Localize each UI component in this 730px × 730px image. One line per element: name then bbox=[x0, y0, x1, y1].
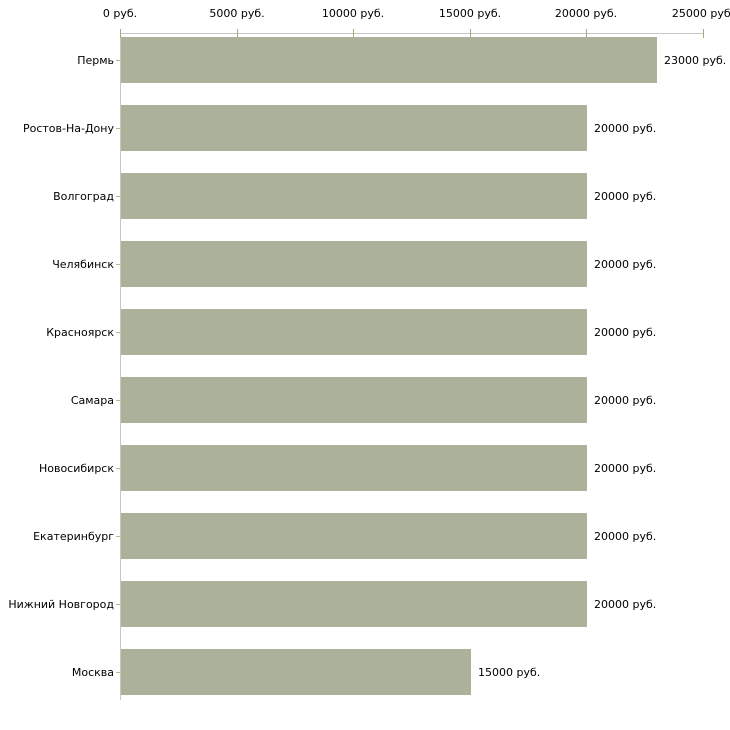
value-label: 20000 руб. bbox=[594, 597, 657, 611]
bar-row: Москва 15000 руб. bbox=[0, 649, 730, 695]
y-axis-tick-mark bbox=[116, 400, 120, 401]
value-label: 20000 руб. bbox=[594, 461, 657, 475]
bar-row: Пермь 23000 руб. bbox=[0, 37, 730, 83]
y-axis-tick-mark bbox=[116, 536, 120, 537]
category-label: Нижний Новгород bbox=[8, 597, 114, 611]
bar-row: Волгоград 20000 руб. bbox=[0, 173, 730, 219]
bar bbox=[121, 173, 587, 219]
bar-row: Нижний Новгород 20000 руб. bbox=[0, 581, 730, 627]
bar bbox=[121, 513, 587, 559]
bar bbox=[121, 581, 587, 627]
bar bbox=[121, 377, 587, 423]
category-label: Самара bbox=[70, 393, 114, 407]
bar bbox=[121, 309, 587, 355]
bar bbox=[121, 105, 587, 151]
category-label: Пермь bbox=[77, 53, 114, 67]
category-label: Волгоград bbox=[53, 189, 114, 203]
y-axis-tick-mark bbox=[116, 332, 120, 333]
y-axis-tick-mark bbox=[116, 196, 120, 197]
category-label: Новосибирск bbox=[38, 461, 114, 475]
value-label: 23000 руб. bbox=[664, 53, 727, 67]
y-axis-tick-mark bbox=[116, 468, 120, 469]
bar-row: Новосибирск 20000 руб. bbox=[0, 445, 730, 491]
value-label: 20000 руб. bbox=[594, 257, 657, 271]
value-label: 20000 руб. bbox=[594, 189, 657, 203]
bar bbox=[121, 445, 587, 491]
category-label: Екатеринбург bbox=[33, 529, 114, 543]
category-label: Челябинск bbox=[52, 257, 114, 271]
bar bbox=[121, 241, 587, 287]
x-axis-tick-mark bbox=[120, 29, 121, 38]
category-label: Красноярск bbox=[46, 325, 114, 339]
y-axis-tick-mark bbox=[116, 128, 120, 129]
bar bbox=[121, 649, 471, 695]
bar-row: Самара 20000 руб. bbox=[0, 377, 730, 423]
x-axis-tick-mark bbox=[703, 29, 704, 38]
value-label: 15000 руб. bbox=[478, 665, 541, 679]
value-label: 20000 руб. bbox=[594, 529, 657, 543]
bar bbox=[121, 37, 657, 83]
bar-row: Екатеринбург 20000 руб. bbox=[0, 513, 730, 559]
x-axis-tick-label: 20000 руб. bbox=[554, 7, 618, 20]
x-axis-tick-label: 5000 руб. bbox=[209, 7, 265, 20]
bar-row: Ростов-На-Дону 20000 руб. bbox=[0, 105, 730, 151]
category-label: Ростов-На-Дону bbox=[22, 121, 114, 135]
x-axis-tick-label: 10000 руб. bbox=[321, 7, 385, 20]
x-axis-tick-mark bbox=[237, 29, 238, 38]
value-label: 20000 руб. bbox=[594, 121, 657, 135]
y-axis-tick-mark bbox=[116, 264, 120, 265]
x-axis-tick-mark bbox=[353, 29, 354, 38]
y-axis-tick-mark bbox=[116, 604, 120, 605]
bar-row: Челябинск 20000 руб. bbox=[0, 241, 730, 287]
x-axis-tick-label: 0 руб. bbox=[102, 7, 138, 20]
y-axis-tick-mark bbox=[116, 672, 120, 673]
x-axis-tick-mark bbox=[470, 29, 471, 38]
y-axis-tick-mark bbox=[116, 60, 120, 61]
value-label: 20000 руб. bbox=[594, 325, 657, 339]
x-axis-tick-label: 25000 руб. bbox=[671, 7, 730, 20]
category-label: Москва bbox=[71, 665, 114, 679]
bar-row: Красноярск 20000 руб. bbox=[0, 309, 730, 355]
x-axis-tick-mark bbox=[586, 29, 587, 38]
value-label: 20000 руб. bbox=[594, 393, 657, 407]
x-axis-tick-label: 15000 руб. bbox=[438, 7, 502, 20]
y-axis-line bbox=[120, 33, 121, 700]
x-axis-line bbox=[120, 33, 704, 34]
